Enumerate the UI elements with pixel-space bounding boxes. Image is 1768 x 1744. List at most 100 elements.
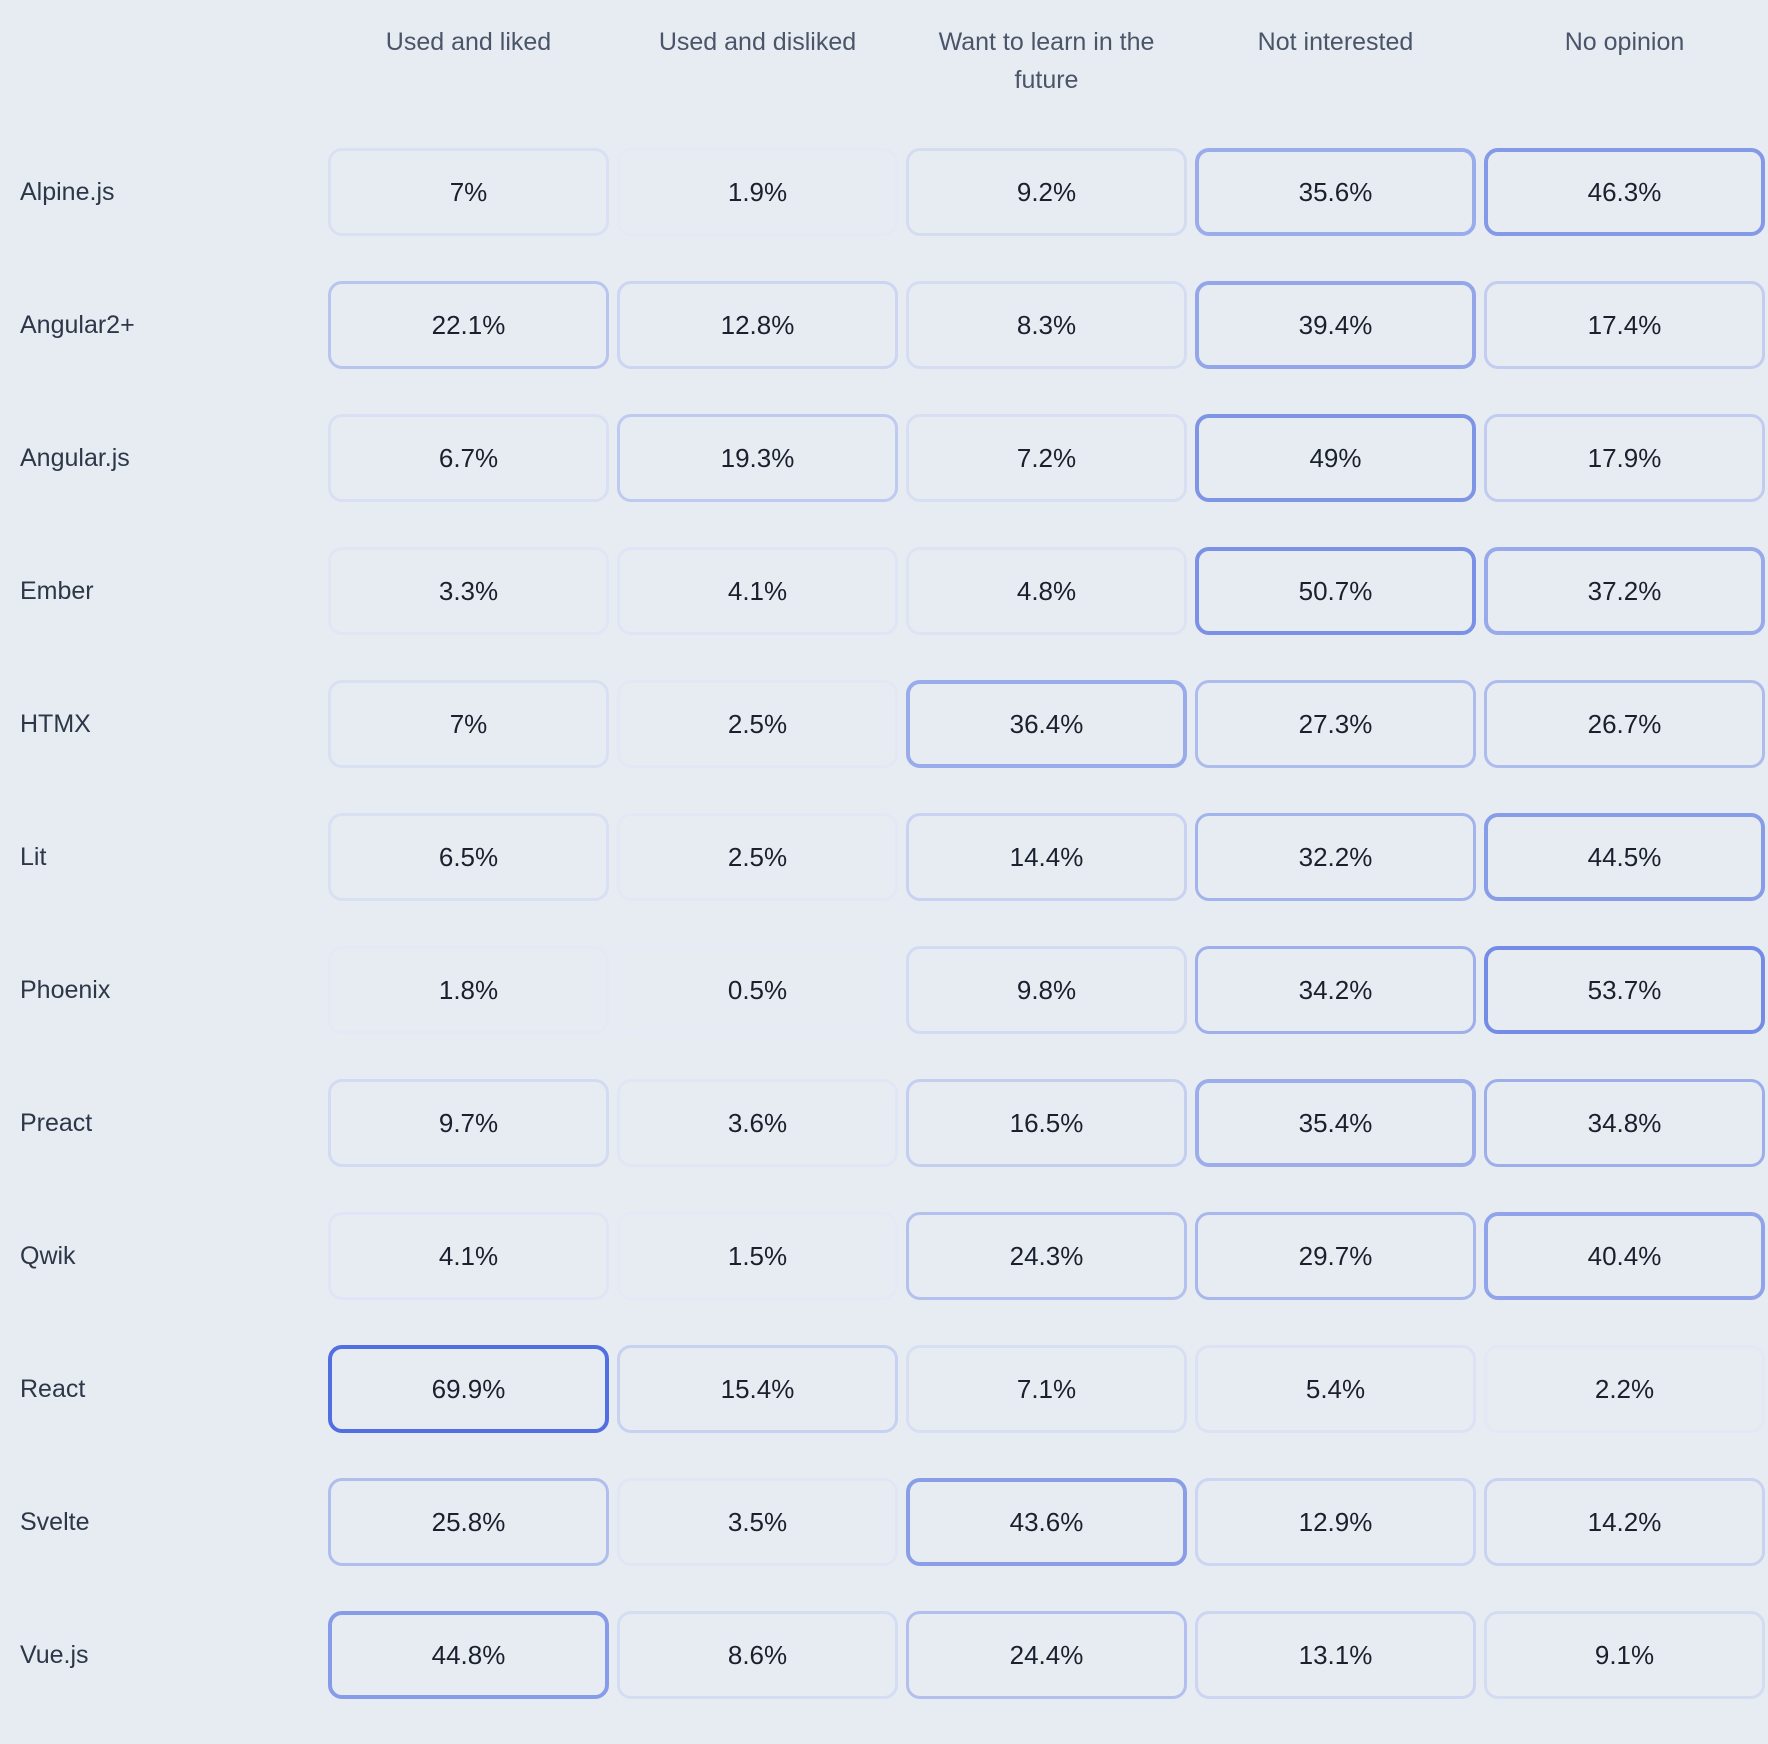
data-cell: 35.4% (1195, 1079, 1476, 1167)
data-cell: 14.2% (1484, 1478, 1765, 1566)
data-cell: 3.6% (617, 1079, 898, 1167)
cell-value: 44.5% (1588, 842, 1662, 873)
cell-value: 7.1% (1017, 1374, 1076, 1405)
cell-value: 8.6% (728, 1640, 787, 1671)
data-cell: 8.6% (617, 1611, 898, 1699)
data-cell: 46.3% (1484, 148, 1765, 236)
data-cell: 3.5% (617, 1478, 898, 1566)
data-cell: 35.6% (1195, 148, 1476, 236)
cell-value: 1.5% (728, 1241, 787, 1272)
cell-value: 3.3% (439, 576, 498, 607)
cell-value: 12.8% (721, 310, 795, 341)
data-cell: 9.7% (328, 1079, 609, 1167)
cell-value: 6.7% (439, 443, 498, 474)
column-header: Want to learn in the future (906, 20, 1187, 103)
data-cell: 16.5% (906, 1079, 1187, 1167)
header-spacer (10, 20, 320, 103)
data-cell: 4.1% (617, 547, 898, 635)
cell-value: 69.9% (432, 1374, 506, 1405)
data-cell: 43.6% (906, 1478, 1187, 1566)
data-cell: 29.7% (1195, 1212, 1476, 1300)
data-cell: 32.2% (1195, 813, 1476, 901)
cell-value: 14.4% (1010, 842, 1084, 873)
data-cell: 39.4% (1195, 281, 1476, 369)
data-cell: 17.9% (1484, 414, 1765, 502)
cell-value: 1.8% (439, 975, 498, 1006)
data-cell: 27.3% (1195, 680, 1476, 768)
cell-value: 39.4% (1299, 310, 1373, 341)
data-cell: 26.7% (1484, 680, 1765, 768)
data-cell: 4.1% (328, 1212, 609, 1300)
data-cell: 15.4% (617, 1345, 898, 1433)
row-label: React (10, 1345, 320, 1433)
cell-value: 2.5% (728, 709, 787, 740)
cell-value: 7% (450, 177, 488, 208)
cell-value: 26.7% (1588, 709, 1662, 740)
data-cell: 50.7% (1195, 547, 1476, 635)
row-label: Qwik (10, 1212, 320, 1300)
cell-value: 9.7% (439, 1108, 498, 1139)
cell-value: 4.1% (439, 1241, 498, 1272)
cell-value: 32.2% (1299, 842, 1373, 873)
cell-value: 3.6% (728, 1108, 787, 1139)
cell-value: 13.1% (1299, 1640, 1373, 1671)
cell-value: 34.8% (1588, 1108, 1662, 1139)
cell-value: 9.1% (1595, 1640, 1654, 1671)
data-cell: 2.2% (1484, 1345, 1765, 1433)
data-cell: 9.8% (906, 946, 1187, 1034)
data-cell: 24.3% (906, 1212, 1187, 1300)
data-cell: 17.4% (1484, 281, 1765, 369)
data-cell: 6.7% (328, 414, 609, 502)
data-cell: 34.2% (1195, 946, 1476, 1034)
row-label: Alpine.js (10, 148, 320, 236)
cell-value: 4.8% (1017, 576, 1076, 607)
cell-value: 12.9% (1299, 1507, 1373, 1538)
cell-value: 29.7% (1299, 1241, 1373, 1272)
data-cell: 69.9% (328, 1345, 609, 1433)
data-cell: 2.5% (617, 680, 898, 768)
cell-value: 36.4% (1010, 709, 1084, 740)
cell-value: 4.1% (728, 576, 787, 607)
row-label: Preact (10, 1079, 320, 1167)
cell-value: 40.4% (1588, 1241, 1662, 1272)
cell-value: 35.6% (1299, 177, 1373, 208)
data-cell: 40.4% (1484, 1212, 1765, 1300)
cell-value: 16.5% (1010, 1108, 1084, 1139)
column-header: Used and disliked (617, 20, 898, 103)
data-cell: 7% (328, 680, 609, 768)
cell-value: 3.5% (728, 1507, 787, 1538)
column-header: No opinion (1484, 20, 1765, 103)
row-label: Angular.js (10, 414, 320, 502)
cell-value: 9.8% (1017, 975, 1076, 1006)
data-cell: 22.1% (328, 281, 609, 369)
data-cell: 8.3% (906, 281, 1187, 369)
cell-value: 22.1% (432, 310, 506, 341)
cell-value: 7% (450, 709, 488, 740)
data-cell: 25.8% (328, 1478, 609, 1566)
row-label: Lit (10, 813, 320, 901)
data-cell: 24.4% (906, 1611, 1187, 1699)
cell-value: 25.8% (432, 1507, 506, 1538)
data-cell: 12.9% (1195, 1478, 1476, 1566)
cell-value: 27.3% (1299, 709, 1373, 740)
data-cell: 7.1% (906, 1345, 1187, 1433)
cell-value: 43.6% (1010, 1507, 1084, 1538)
data-cell: 9.2% (906, 148, 1187, 236)
cell-value: 14.2% (1588, 1507, 1662, 1538)
data-cell: 1.8% (328, 946, 609, 1034)
row-label: Angular2+ (10, 281, 320, 369)
cell-value: 17.9% (1588, 443, 1662, 474)
data-cell: 14.4% (906, 813, 1187, 901)
row-label: Ember (10, 547, 320, 635)
cell-value: 5.4% (1306, 1374, 1365, 1405)
data-cell: 1.9% (617, 148, 898, 236)
data-cell: 13.1% (1195, 1611, 1476, 1699)
cell-value: 44.8% (432, 1640, 506, 1671)
cell-value: 46.3% (1588, 177, 1662, 208)
cell-value: 50.7% (1299, 576, 1373, 607)
cell-value: 2.5% (728, 842, 787, 873)
cell-value: 2.2% (1595, 1374, 1654, 1405)
data-cell: 6.5% (328, 813, 609, 901)
cell-value: 15.4% (721, 1374, 795, 1405)
cell-value: 53.7% (1588, 975, 1662, 1006)
